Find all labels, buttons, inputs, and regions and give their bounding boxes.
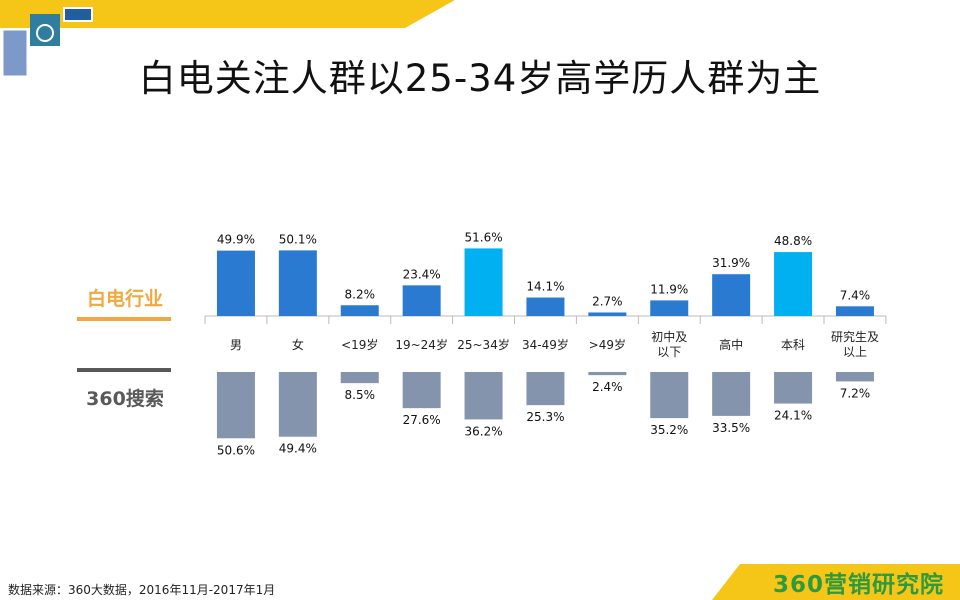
top-bar [712, 274, 751, 316]
top-yellow-banner [0, 0, 455, 28]
bottom-row-label: 360搜索 [86, 388, 164, 410]
bottom-bar [650, 372, 689, 419]
top-value-label: 23.4% [403, 267, 441, 281]
bottom-bar [835, 372, 874, 382]
bottom-value-label: 49.4% [279, 442, 317, 456]
category-label: 19~24岁 [395, 337, 448, 352]
bottom-value-label: 27.6% [403, 413, 441, 427]
bottom-bar [340, 372, 379, 384]
top-bar [774, 252, 813, 316]
category-label: 初中及 [651, 329, 687, 344]
top-bar [278, 250, 317, 316]
side-tab-icon [2, 29, 28, 77]
bottom-bar [402, 372, 441, 409]
top-bar [588, 312, 627, 316]
bottom-value-label: 24.1% [774, 409, 812, 423]
bottom-value-label: 8.5% [345, 388, 376, 402]
top-row-underline [77, 317, 171, 321]
category-label: 以下 [657, 345, 681, 359]
bottom-bar [774, 372, 813, 404]
category-label: 以上 [843, 345, 867, 359]
brand-logo: 360营销研究院 [773, 565, 944, 599]
bottom-bar [278, 372, 317, 437]
data-source: 数据来源：360大数据，2016年11月-2017年1月 [8, 583, 276, 597]
category-label: 本科 [781, 338, 805, 352]
top-bar [526, 297, 565, 316]
top-value-label: 14.1% [526, 280, 564, 294]
top-value-label: 8.2% [345, 287, 376, 301]
category-label: <19岁 [341, 337, 378, 352]
bottom-value-label: 36.2% [464, 424, 502, 438]
bottom-value-label: 33.5% [712, 421, 750, 435]
top-value-label: 48.8% [774, 234, 812, 248]
top-bar [402, 285, 441, 316]
bottom-row-overline [77, 368, 171, 372]
bottom-bar [588, 372, 627, 376]
top-value-label: 7.4% [840, 288, 871, 302]
top-value-label: 11.9% [650, 282, 688, 296]
bottom-value-label: 7.2% [840, 386, 871, 400]
bottom-value-label: 50.6% [217, 443, 255, 457]
top-bar [835, 306, 874, 316]
bottom-bar [464, 372, 503, 420]
top-value-label: 2.7% [592, 294, 623, 308]
category-label: 男 [230, 338, 242, 352]
screen-icon [63, 7, 93, 22]
top-value-label: 49.9% [217, 233, 255, 247]
category-label: 25~34岁 [457, 337, 510, 352]
bottom-value-label: 35.2% [650, 423, 688, 437]
page-title: 白电关注人群以25-34岁高学历人群为主 [138, 57, 822, 100]
top-bar [340, 305, 379, 316]
top-value-label: 50.1% [279, 232, 317, 246]
bottom-value-label: 2.4% [592, 380, 623, 394]
top-value-label: 51.6% [464, 230, 502, 244]
brand-number: 360 [772, 572, 824, 598]
washer-drum-icon [36, 24, 54, 42]
category-label: >49岁 [589, 337, 626, 352]
bottom-value-label: 25.3% [526, 410, 564, 424]
category-label: 女 [292, 337, 304, 352]
brand-text: 营销研究院 [824, 572, 944, 598]
top-bar [650, 300, 689, 316]
top-row-label: 白电行业 [86, 288, 163, 310]
bottom-bar [712, 372, 751, 416]
bottom-bar [526, 372, 565, 406]
top-value-label: 31.9% [712, 256, 750, 270]
bottom-bar [216, 372, 255, 439]
category-label: 研究生及 [831, 329, 879, 344]
category-label: 高中 [719, 337, 743, 352]
top-bar [216, 250, 255, 316]
top-bar [464, 248, 503, 316]
category-label: 34-49岁 [522, 337, 569, 352]
bottom-yellow-banner [712, 564, 960, 600]
